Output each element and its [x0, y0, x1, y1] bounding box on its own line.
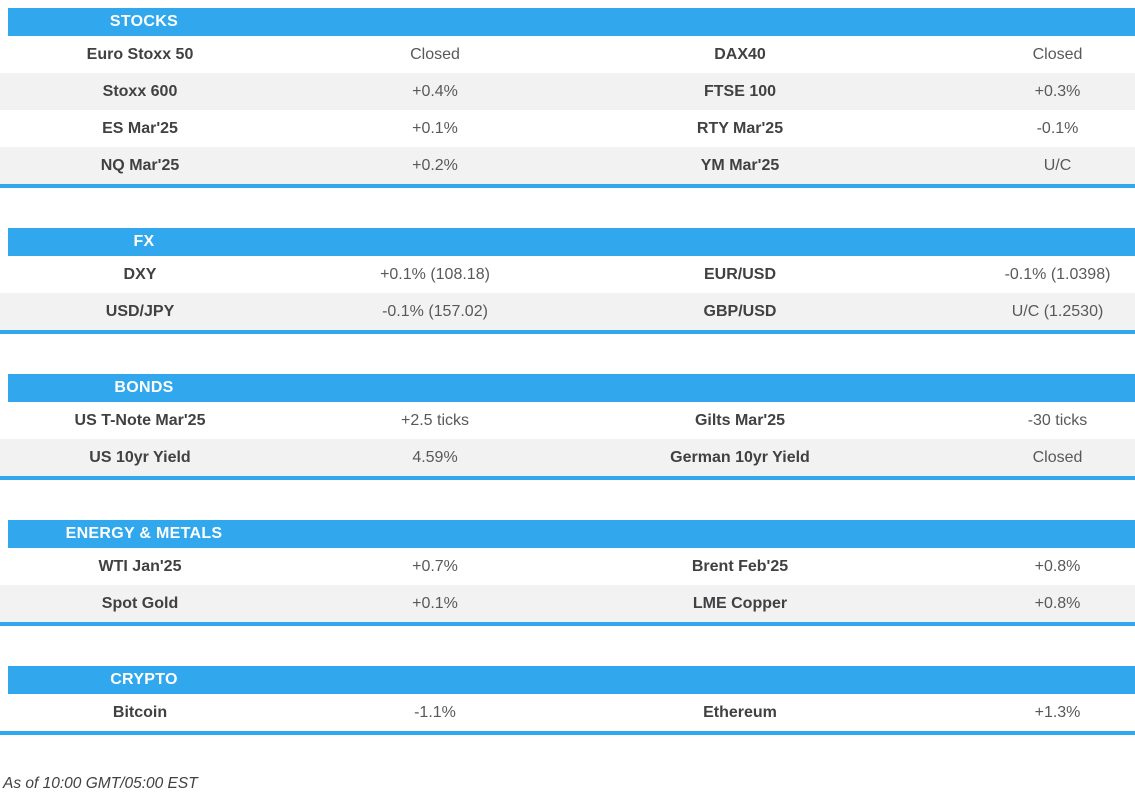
table-row: Spot Gold +0.1% LME Copper +0.8%: [0, 585, 1135, 622]
instrument-label: Stoxx 600: [102, 82, 178, 100]
section-divider: [0, 622, 1135, 626]
instrument-label: NQ Mar'25: [100, 156, 180, 174]
table-row: WTI Jan'25 +0.7% Brent Feb'25 +0.8%: [0, 548, 1135, 585]
table-row: Stoxx 600 +0.4% FTSE 100 +0.3%: [0, 73, 1135, 110]
table-row: Euro Stoxx 50 Closed DAX40 Closed: [0, 36, 1135, 73]
instrument-value: +0.1%: [412, 119, 458, 137]
instrument-value: 4.59%: [412, 448, 458, 466]
table-row: ES Mar'25 +0.1% RTY Mar'25 -0.1%: [0, 110, 1135, 147]
section-header-crypto: CRYPTO: [8, 666, 1135, 694]
instrument-label: German 10yr Yield: [670, 448, 810, 466]
instrument-label: LME Copper: [692, 594, 788, 612]
instrument-label: Bitcoin: [112, 703, 168, 721]
section-title: STOCKS: [109, 13, 179, 30]
instrument-label: USD/JPY: [105, 302, 175, 320]
instrument-value: U/C: [1043, 156, 1072, 174]
instrument-value: +2.5 ticks: [400, 411, 470, 429]
instrument-label: DAX40: [714, 45, 766, 63]
section-header-fx: FX: [8, 228, 1135, 256]
section-crypto: CRYPTO Bitcoin -1.1% Ethereum +1.3%: [0, 666, 1135, 735]
instrument-value: -0.1% (1.0398): [1004, 265, 1111, 283]
section-title: ENERGY & METALS: [65, 525, 223, 542]
instrument-value: -1.1%: [414, 703, 456, 721]
table-row: Bitcoin -1.1% Ethereum +1.3%: [0, 694, 1135, 731]
section-stocks: STOCKS Euro Stoxx 50 Closed DAX40 Closed…: [0, 8, 1135, 188]
instrument-label: DXY: [123, 265, 157, 283]
table-row: US T-Note Mar'25 +2.5 ticks Gilts Mar'25…: [0, 402, 1135, 439]
instrument-label: GBP/USD: [703, 302, 777, 320]
instrument-value: -0.1% (157.02): [382, 302, 488, 320]
instrument-value: +0.4%: [412, 82, 458, 100]
instrument-label: RTY Mar'25: [696, 119, 784, 137]
instrument-label: US 10yr Yield: [89, 448, 191, 466]
section-divider: [0, 731, 1135, 735]
section-header-energy-metals: ENERGY & METALS: [8, 520, 1135, 548]
section-header-stocks: STOCKS: [8, 8, 1135, 36]
instrument-value: +0.8%: [1034, 557, 1081, 575]
instrument-value: Closed: [410, 45, 460, 63]
section-rows: WTI Jan'25 +0.7% Brent Feb'25 +0.8% Spot…: [0, 548, 1135, 622]
instrument-label: Gilts Mar'25: [694, 411, 786, 429]
instrument-label: Ethereum: [703, 703, 777, 721]
section-rows: US T-Note Mar'25 +2.5 ticks Gilts Mar'25…: [0, 402, 1135, 476]
instrument-label: FTSE 100: [703, 82, 777, 100]
section-rows: Euro Stoxx 50 Closed DAX40 Closed Stoxx …: [0, 36, 1135, 184]
section-rows: DXY +0.1% (108.18) EUR/USD -0.1% (1.0398…: [0, 256, 1135, 330]
instrument-value: U/C (1.2530): [1011, 302, 1104, 320]
section-title: BONDS: [114, 379, 174, 396]
section-rows: Bitcoin -1.1% Ethereum +1.3%: [0, 694, 1135, 731]
instrument-label: Euro Stoxx 50: [86, 45, 194, 63]
table-row: US 10yr Yield 4.59% German 10yr Yield Cl…: [0, 439, 1135, 476]
instrument-label: EUR/USD: [703, 265, 776, 283]
section-bonds: BONDS US T-Note Mar'25 +2.5 ticks Gilts …: [0, 374, 1135, 480]
section-fx: FX DXY +0.1% (108.18) EUR/USD -0.1% (1.0…: [0, 228, 1135, 334]
instrument-value: +0.8%: [1034, 594, 1081, 612]
section-divider: [0, 476, 1135, 480]
instrument-value: +0.1%: [412, 594, 458, 612]
section-divider: [0, 184, 1135, 188]
instrument-value: -0.1%: [1036, 119, 1079, 137]
instrument-value: -30 ticks: [1027, 411, 1088, 429]
section-header-bonds: BONDS: [8, 374, 1135, 402]
instrument-label: WTI Jan'25: [98, 557, 182, 575]
section-divider: [0, 330, 1135, 334]
instrument-value: +0.2%: [412, 156, 458, 174]
instrument-value: +0.1% (108.18): [380, 265, 490, 283]
table-row: USD/JPY -0.1% (157.02) GBP/USD U/C (1.25…: [0, 293, 1135, 330]
section-title: CRYPTO: [110, 671, 178, 688]
instrument-value: +1.3%: [1034, 703, 1081, 721]
table-row: NQ Mar'25 +0.2% YM Mar'25 U/C: [0, 147, 1135, 184]
section-energy-metals: ENERGY & METALS WTI Jan'25 +0.7% Brent F…: [0, 520, 1135, 626]
instrument-label: ES Mar'25: [102, 119, 178, 137]
instrument-label: US T-Note Mar'25: [74, 411, 206, 429]
table-row: DXY +0.1% (108.18) EUR/USD -0.1% (1.0398…: [0, 256, 1135, 293]
instrument-label: Spot Gold: [101, 594, 179, 612]
as-of-timestamp: As of 10:00 GMT/05:00 EST: [3, 775, 198, 792]
instrument-label: YM Mar'25: [700, 156, 780, 174]
instrument-label: Brent Feb'25: [691, 557, 789, 575]
instrument-value: Closed: [1032, 448, 1083, 466]
instrument-value: +0.7%: [412, 557, 458, 575]
section-title: FX: [133, 233, 155, 250]
instrument-value: +0.3%: [1034, 82, 1081, 100]
instrument-value: Closed: [1032, 45, 1083, 63]
